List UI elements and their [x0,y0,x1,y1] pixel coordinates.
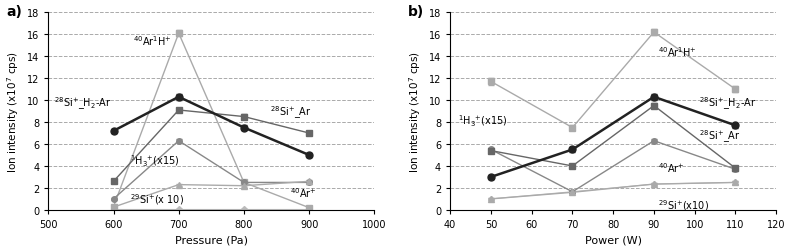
Text: $^{40}$Ar$^{1}$H$^{+}$: $^{40}$Ar$^{1}$H$^{+}$ [133,34,172,48]
Y-axis label: Ion intensity (x10$^{7}$ cps): Ion intensity (x10$^{7}$ cps) [6,51,21,172]
Y-axis label: Ion intensity (x10$^{7}$ cps): Ion intensity (x10$^{7}$ cps) [407,51,423,172]
Text: $^{1}$H$_3$$^{+}$(x15): $^{1}$H$_3$$^{+}$(x15) [458,113,508,128]
Text: b): b) [408,5,424,19]
Text: $^{1}$H$_3$$^{+}$(x15): $^{1}$H$_3$$^{+}$(x15) [130,153,180,168]
Text: $^{28}$Si$^{+}$_H$_2$-Ar: $^{28}$Si$^{+}$_H$_2$-Ar [54,94,111,111]
Text: $^{40}$Ar$^{+}$: $^{40}$Ar$^{+}$ [658,160,685,174]
Text: $^{28}$Si$^{+}$_Ar: $^{28}$Si$^{+}$_Ar [270,104,312,121]
Text: $^{28}$Si$^{+}$_Ar: $^{28}$Si$^{+}$_Ar [698,128,740,144]
Text: $^{40}$Ar$^{1}$H$^{+}$: $^{40}$Ar$^{1}$H$^{+}$ [658,45,697,58]
X-axis label: Pressure (Pa): Pressure (Pa) [175,234,248,244]
X-axis label: Power (W): Power (W) [585,234,642,244]
Text: $^{29}$Si$^{+}$(x 10): $^{29}$Si$^{+}$(x 10) [130,191,184,206]
Text: a): a) [6,5,22,19]
Text: $^{28}$Si$^{+}$_H$_2$-Ar: $^{28}$Si$^{+}$_H$_2$-Ar [698,94,756,111]
Text: $^{40}$Ar$^{+}$: $^{40}$Ar$^{+}$ [290,186,316,200]
Text: $^{29}$Si$^{+}$(x10): $^{29}$Si$^{+}$(x10) [658,197,709,212]
